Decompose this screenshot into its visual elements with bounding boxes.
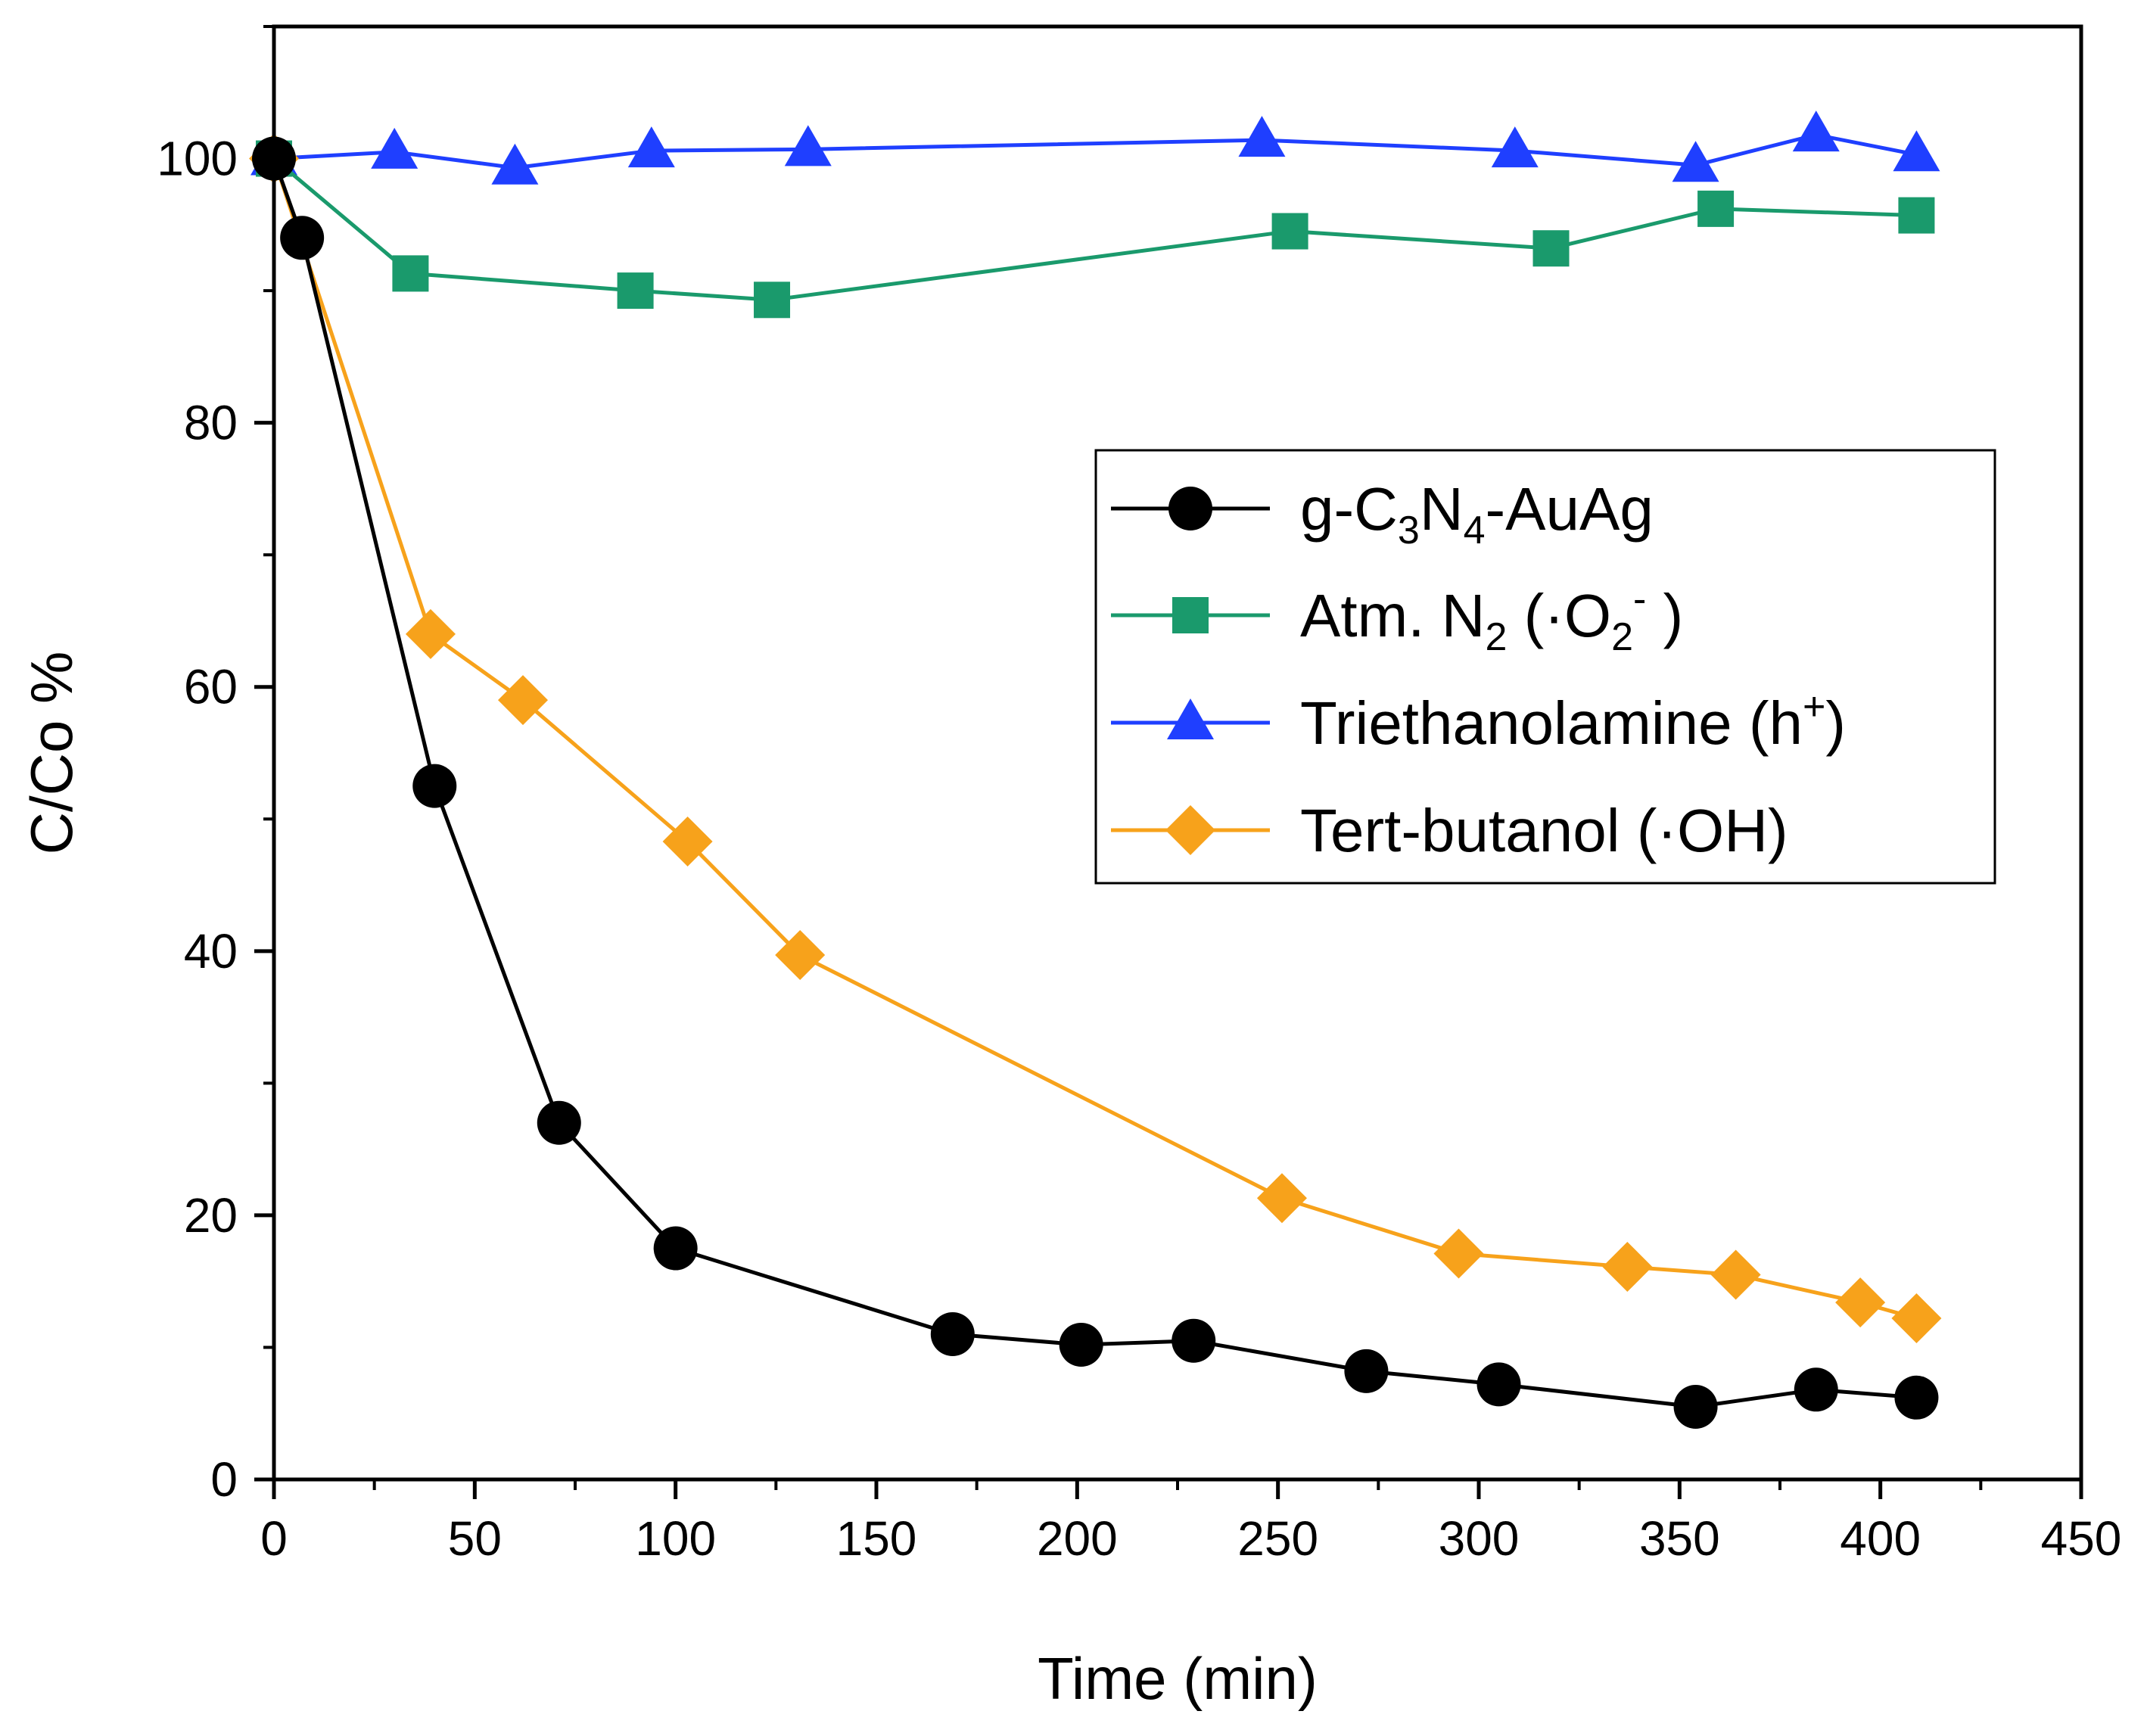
legend: g-C3N4-AuAg Atm. N2 (·O2- ) Triethanolamin… bbox=[1094, 449, 1996, 885]
data-point bbox=[1894, 1375, 1939, 1420]
data-point bbox=[1891, 1293, 1942, 1344]
x-tick-label: 50 bbox=[448, 1511, 502, 1566]
data-point bbox=[930, 1312, 975, 1356]
data-point bbox=[498, 675, 549, 726]
legend-label: Tert-butanol (·OH) bbox=[1300, 797, 1788, 864]
data-point bbox=[1673, 1385, 1718, 1429]
y-tick-label: 100 bbox=[157, 132, 238, 186]
y-tick-label: 40 bbox=[184, 924, 238, 978]
x-axis-title: Time (min) bbox=[1038, 1645, 1318, 1712]
series-2 bbox=[250, 110, 1940, 185]
data-point bbox=[405, 608, 456, 659]
data-point bbox=[1476, 1362, 1521, 1407]
x-tick-label: 300 bbox=[1439, 1511, 1520, 1566]
legend-marker bbox=[1167, 698, 1214, 739]
series-0 bbox=[252, 136, 1939, 1429]
series-line bbox=[272, 157, 1917, 302]
x-tick-label: 400 bbox=[1840, 1511, 1921, 1566]
data-point bbox=[754, 282, 791, 319]
data-point bbox=[371, 127, 419, 169]
data-point bbox=[1710, 1249, 1761, 1300]
data-point bbox=[412, 764, 457, 808]
data-point bbox=[775, 930, 826, 981]
data-point bbox=[1256, 1173, 1307, 1224]
data-point bbox=[653, 1226, 698, 1271]
data-point bbox=[1602, 1241, 1653, 1292]
data-point bbox=[280, 216, 325, 260]
data-point bbox=[491, 143, 539, 185]
legend-label: g-C3N4-AuAg bbox=[1300, 475, 1654, 552]
x-tick-label: 450 bbox=[2041, 1511, 2122, 1566]
y-tick-label: 80 bbox=[184, 396, 238, 450]
y-tick-label: 60 bbox=[184, 660, 238, 714]
y-tick-label: 0 bbox=[210, 1452, 238, 1507]
data-point bbox=[1491, 126, 1539, 168]
data-point bbox=[1344, 1349, 1389, 1393]
data-point bbox=[1835, 1277, 1886, 1328]
legend-marker bbox=[1168, 487, 1212, 530]
data-point bbox=[1672, 141, 1719, 182]
y-axis: 0 20 40 60 80 100 bbox=[157, 25, 274, 1507]
legend-marker bbox=[1165, 805, 1215, 855]
data-point bbox=[617, 272, 654, 310]
series-line bbox=[273, 132, 1917, 170]
legend-label: Atm. N2 (·O2- ) bbox=[1300, 577, 1683, 659]
data-point bbox=[1792, 110, 1840, 152]
data-point bbox=[784, 125, 832, 166]
x-tick-label: 350 bbox=[1639, 1511, 1720, 1566]
x-tick-label: 250 bbox=[1237, 1511, 1318, 1566]
x-axis: 0 50 100 150 200 250 300 350 400 450 bbox=[260, 1479, 2121, 1566]
x-tick-label: 200 bbox=[1037, 1511, 1118, 1566]
data-point bbox=[1893, 130, 1940, 172]
legend-box bbox=[1094, 449, 1996, 885]
data-point bbox=[1238, 116, 1286, 157]
legend-label: Triethanolamine (h+) bbox=[1300, 685, 1846, 757]
x-tick-label: 100 bbox=[635, 1511, 716, 1566]
data-point bbox=[1532, 230, 1570, 267]
y-axis-title: C/Co % bbox=[18, 652, 85, 855]
x-tick-label: 0 bbox=[260, 1511, 288, 1566]
data-point bbox=[1898, 197, 1935, 234]
data-point bbox=[1697, 190, 1735, 227]
data-point bbox=[1059, 1322, 1103, 1367]
data-point bbox=[1794, 1367, 1838, 1412]
data-point bbox=[1172, 1318, 1216, 1363]
data-point bbox=[1433, 1228, 1484, 1279]
legend-marker bbox=[1172, 597, 1209, 633]
x-tick-label: 150 bbox=[836, 1511, 917, 1566]
data-point bbox=[662, 816, 713, 866]
y-tick-label: 20 bbox=[184, 1188, 238, 1243]
data-point bbox=[392, 255, 429, 292]
data-point bbox=[627, 126, 675, 168]
data-point bbox=[537, 1100, 581, 1145]
data-point bbox=[1271, 213, 1308, 250]
